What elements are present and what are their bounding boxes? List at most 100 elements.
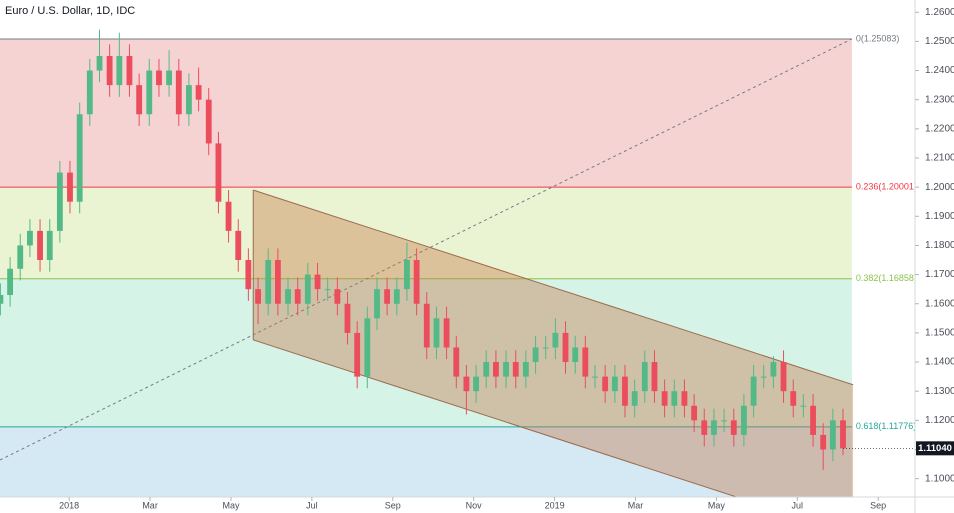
y-tick-label: 1.20000 — [925, 182, 954, 193]
candle-body — [225, 201, 232, 231]
y-tick-label: 1.19000 — [925, 211, 954, 222]
candle-body — [175, 70, 182, 115]
x-tick-label: Mar — [628, 500, 644, 510]
candle-body — [493, 362, 499, 377]
y-tick-label: 1.24000 — [925, 65, 954, 76]
candle-body — [582, 347, 589, 377]
y-tick-label: 1.23000 — [925, 94, 954, 105]
candle-body — [671, 391, 678, 406]
candle-body — [205, 99, 212, 144]
x-tick-label: Sep — [870, 500, 886, 510]
candle-body — [711, 420, 717, 435]
candle-body — [37, 230, 43, 261]
candle-body — [195, 85, 202, 100]
fib-band — [0, 187, 852, 279]
candle-body — [800, 405, 807, 407]
candle-body — [156, 70, 162, 86]
y-tick-label: 1.16000 — [925, 298, 954, 309]
y-tick-label: 1.17000 — [925, 269, 954, 280]
candle-body — [701, 420, 708, 435]
candle-body — [770, 362, 777, 377]
fib-level-label: 0(1.25083) — [856, 33, 900, 43]
candle-body — [631, 391, 638, 406]
last-price-label: 1.11040 — [918, 443, 952, 454]
candle-body — [592, 376, 598, 378]
candle-body — [126, 55, 133, 86]
y-tick-label: 1.18000 — [925, 240, 954, 251]
candle-body — [413, 260, 420, 304]
candle-body — [255, 289, 261, 304]
candle-body — [661, 391, 668, 406]
candle-body — [274, 260, 281, 304]
candle-body — [185, 85, 192, 115]
x-tick-label: Jul — [306, 500, 318, 510]
candle-body — [46, 230, 53, 261]
candle-body — [829, 420, 836, 450]
candle-body — [334, 289, 341, 304]
y-tick-label: 1.15000 — [925, 328, 954, 339]
candle-body — [562, 332, 569, 363]
candle-body — [602, 376, 609, 392]
candle-body — [780, 362, 787, 392]
y-tick-label: 1.10000 — [925, 473, 954, 484]
fib-level-label: 0.618(1.11776) — [856, 421, 916, 431]
candle-body — [17, 245, 24, 269]
candle-body — [324, 289, 331, 291]
candle-body — [76, 114, 83, 202]
candle-body — [106, 55, 113, 86]
candle-body — [641, 362, 648, 392]
candle-body — [740, 405, 747, 435]
candle-body — [56, 172, 63, 231]
candle-body — [840, 420, 846, 449]
y-tick-label: 1.13000 — [925, 386, 954, 397]
candle-body — [820, 434, 827, 450]
x-tick-label: Mar — [142, 500, 158, 510]
candle-body — [503, 362, 509, 377]
channel-top-line — [253, 189, 854, 386]
candle-body — [235, 230, 242, 261]
candle-body — [314, 274, 321, 290]
candle-body — [0, 294, 4, 304]
candle-body — [532, 347, 539, 363]
y-tick-label: 1.14000 — [925, 357, 954, 368]
axes: 1.100001.110001.120001.130001.140001.150… — [59, 7, 954, 510]
candle-body — [512, 362, 519, 377]
fib-level-label: 0.382(1.16858) — [856, 273, 917, 283]
candle-body — [393, 289, 400, 304]
candle-body — [473, 376, 480, 392]
candle-body — [651, 362, 658, 392]
plot-area: 0(1.25083) 0.236(1.20001) 0.382(1.16858) 0.… — [0, 29, 917, 497]
y-tick-label: 1.22000 — [925, 123, 954, 134]
candle-body — [304, 274, 311, 304]
candle-body — [552, 332, 559, 348]
candle-body — [622, 376, 628, 406]
candle-body — [374, 289, 380, 319]
candle-body — [116, 55, 123, 86]
candle-body — [136, 85, 143, 115]
candle-body — [265, 260, 272, 304]
candle-body — [760, 376, 767, 378]
candle-body — [810, 405, 816, 435]
candle-body — [96, 55, 103, 71]
candle-body — [27, 230, 33, 246]
y-tick-label: 1.12000 — [925, 415, 954, 426]
fib-trend-line — [0, 38, 853, 461]
candle-body — [730, 420, 737, 435]
candle-body — [146, 70, 153, 115]
candle-body — [750, 376, 757, 406]
candle-body — [364, 318, 371, 377]
channel-bottom-line — [253, 339, 739, 497]
fib-band — [0, 426, 852, 497]
chart-title: Euro / U.S. Dollar, 1D, IDC — [5, 5, 135, 17]
candle-body — [67, 172, 73, 202]
candle-body — [423, 303, 430, 348]
x-tick-label: Sep — [385, 500, 401, 510]
x-tick-label: May — [222, 500, 240, 510]
candle-body — [86, 70, 93, 115]
candle-body — [7, 268, 14, 295]
candle-body — [453, 347, 460, 377]
candle-body — [245, 260, 252, 290]
candle-body — [294, 289, 301, 304]
candle-body — [215, 143, 222, 202]
fib-level-label: 0.236(1.20001) — [856, 181, 917, 191]
